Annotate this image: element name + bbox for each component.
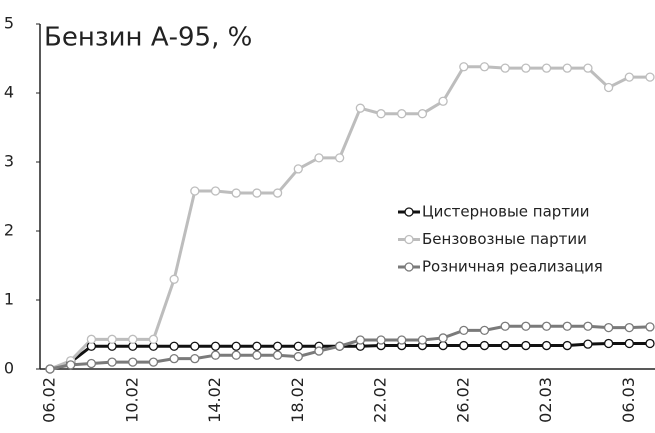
point	[128, 334, 138, 344]
point	[335, 341, 345, 351]
y-tick-label: 2	[4, 221, 14, 240]
point	[562, 63, 572, 73]
point	[231, 350, 241, 360]
point	[541, 63, 552, 73]
x-tick-label: 14.02	[205, 377, 224, 423]
x-tick-label: 22.02	[371, 377, 390, 423]
x-tick-label: 18.02	[288, 377, 307, 423]
point	[541, 340, 552, 351]
point	[562, 321, 572, 331]
point	[335, 153, 345, 163]
point	[86, 358, 97, 369]
point	[293, 351, 303, 362]
point	[645, 72, 655, 82]
legend-label: Бензовозные партии	[422, 230, 587, 248]
point	[603, 82, 614, 93]
point	[210, 350, 221, 360]
point	[231, 341, 241, 351]
point	[210, 186, 221, 196]
point	[397, 335, 407, 345]
point	[397, 109, 407, 119]
legend-marker	[404, 234, 414, 245]
legend-label: Розничная реализация	[422, 258, 603, 276]
point	[645, 338, 655, 349]
point	[314, 346, 324, 356]
point	[45, 364, 55, 374]
point	[231, 188, 241, 198]
point	[272, 188, 283, 198]
y-tick-label: 4	[4, 83, 14, 102]
point	[190, 353, 200, 364]
x-tick-label: 02.03	[536, 377, 555, 423]
x-tick-label: 06.02	[40, 377, 59, 423]
point	[169, 341, 179, 351]
point	[252, 341, 262, 351]
y-tick-label: 0	[4, 359, 14, 378]
y-tick-label: 5	[4, 14, 14, 33]
point	[148, 334, 159, 344]
point	[479, 325, 490, 336]
point	[210, 341, 221, 351]
point	[376, 335, 386, 345]
x-tick-label: 06.03	[619, 377, 638, 423]
point	[169, 353, 179, 364]
point	[521, 340, 531, 351]
point	[500, 340, 510, 351]
point	[603, 322, 614, 333]
point	[583, 63, 593, 73]
point	[603, 338, 614, 349]
point	[438, 96, 448, 106]
point	[86, 334, 97, 344]
point	[645, 322, 655, 332]
point	[500, 321, 510, 331]
point	[314, 153, 324, 163]
point	[438, 340, 448, 351]
point	[148, 357, 159, 367]
point	[169, 274, 179, 284]
point	[252, 188, 262, 198]
x-tick-label: 26.02	[453, 377, 472, 423]
point	[459, 62, 469, 72]
point	[355, 103, 365, 113]
x-tick-label: 10.02	[122, 377, 141, 423]
point	[293, 164, 303, 174]
legend-label: Цистерновые партии	[422, 203, 590, 221]
y-tick-label: 3	[4, 152, 14, 171]
point	[190, 341, 200, 351]
legend-marker	[404, 207, 414, 217]
point	[583, 339, 593, 349]
point	[583, 321, 593, 331]
point	[459, 340, 469, 351]
y-tick-label: 1	[4, 290, 14, 309]
point	[500, 63, 510, 73]
point	[272, 350, 283, 360]
point	[562, 340, 572, 351]
point	[624, 338, 634, 349]
point	[190, 186, 200, 196]
point	[272, 341, 283, 351]
point	[66, 360, 76, 370]
chart-title: Бензин А-95, %	[44, 23, 252, 53]
point	[459, 325, 469, 336]
legend-marker	[404, 262, 414, 272]
point	[376, 109, 386, 119]
point	[107, 357, 117, 367]
point	[252, 350, 262, 360]
series-line	[49, 341, 650, 371]
point	[624, 72, 634, 82]
point	[417, 109, 428, 119]
point	[128, 357, 138, 367]
point	[355, 335, 365, 345]
point	[293, 341, 303, 351]
point	[417, 335, 428, 345]
point	[521, 321, 531, 331]
point	[479, 62, 490, 72]
point	[479, 340, 490, 351]
point	[438, 333, 448, 343]
point	[521, 63, 531, 73]
point	[541, 321, 552, 331]
point	[624, 322, 634, 333]
point	[107, 334, 117, 344]
